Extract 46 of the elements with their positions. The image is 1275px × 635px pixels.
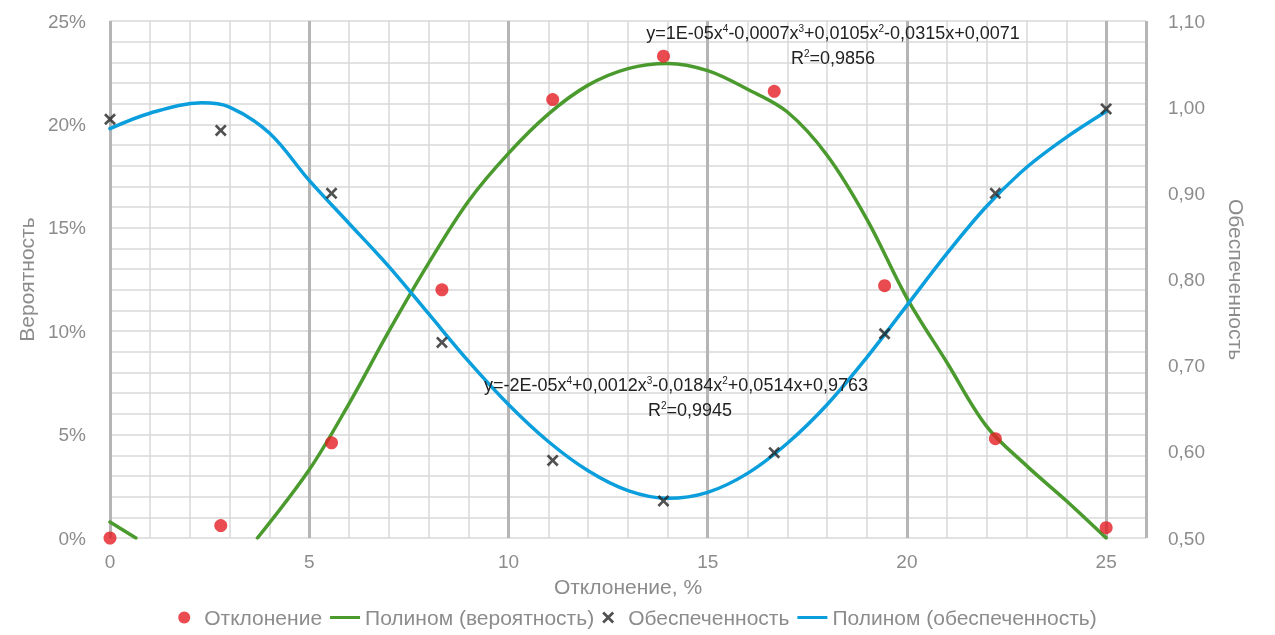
y-tick-label: 15% [47,217,87,239]
point [214,124,227,137]
point [325,187,338,200]
x-tick-label: 25 [1095,551,1117,572]
y2-tick-label: 0,90 [1168,182,1205,204]
point [103,531,117,545]
point [657,494,670,507]
y2-tick-label: 1,00 [1168,96,1205,118]
y2-tick-label: 0,60 [1168,441,1205,463]
x-tick-label: 10 [497,551,520,572]
point [989,187,1002,200]
x-tick-label: 15 [697,551,719,572]
legend-label: Отклонение [204,606,323,629]
y-tick-label: 25% [47,10,87,32]
point [104,113,116,126]
y2-tick-label: 0,70 [1168,355,1205,377]
point [546,454,559,467]
y-tick-label: 20% [47,113,87,135]
point [546,93,560,107]
x-axis-title: Отклонение, % [553,575,703,598]
point [435,336,448,349]
point [1099,521,1113,535]
legend-label: Полином (вероятность) [365,606,595,629]
point [656,49,670,63]
point [878,279,892,293]
y2-tick-label: 1,10 [1168,10,1205,32]
point [768,446,781,459]
y2-tick-label: 0,50 [1168,527,1205,549]
point [1100,102,1113,115]
x-tick-label: 20 [896,551,918,572]
x-tick-label: 0 [104,551,116,572]
y-axis-title: Вероятность [15,217,39,342]
point [878,327,891,340]
point [325,436,339,450]
y-tick-label: 0% [58,527,87,549]
y-tick-label: 5% [58,424,87,446]
x-tick-label: 5 [303,551,315,572]
y2-tick-label: 0,80 [1168,269,1205,290]
point [214,519,228,533]
y-tick-label: 10% [47,320,87,342]
y2-axis-title: Обеспеченность [1225,198,1248,361]
point [767,84,781,98]
legend-label: Обеспеченность [628,606,790,629]
legend-label: Полином (обеспеченность) [832,606,1097,629]
point [988,432,1002,446]
point [435,283,449,297]
